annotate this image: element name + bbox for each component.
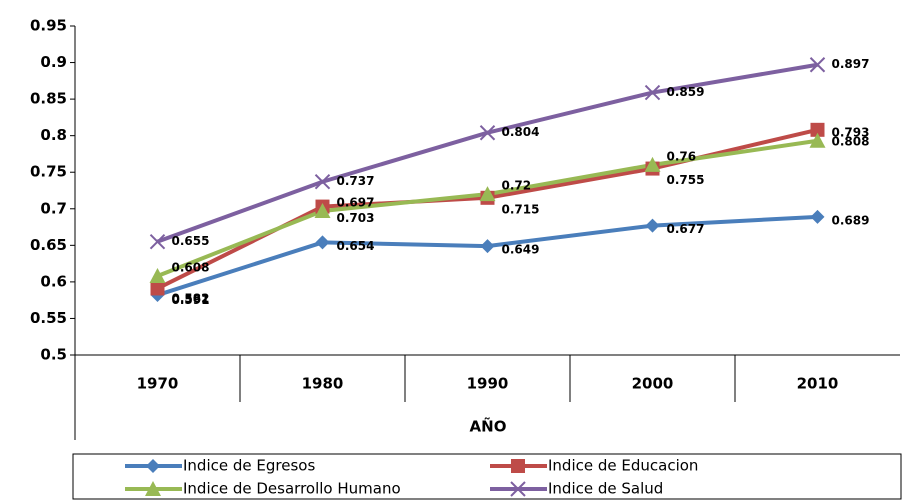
y-tick-label: 0.55 [30, 309, 67, 327]
legend-label: Indice de Salud [548, 480, 663, 498]
y-tick-label: 0.75 [30, 163, 67, 181]
point [480, 239, 495, 254]
x-tick-label: 1970 [137, 375, 179, 393]
y-tick-label: 0.8 [40, 126, 67, 144]
data-label: 0.793 [832, 125, 870, 139]
point [479, 125, 496, 141]
point [146, 459, 160, 473]
legend-label: Indice de Egresos [183, 457, 315, 475]
data-label: 0.808 [832, 134, 870, 148]
point [510, 481, 526, 497]
point [479, 186, 496, 202]
data-label: 0.582 [172, 292, 210, 306]
data-label: 0.859 [667, 85, 705, 99]
point [645, 218, 660, 233]
data-label: 0.591 [172, 293, 210, 307]
series-line [156, 214, 818, 297]
data-label: 0.697 [337, 195, 375, 209]
data-label: 0.677 [667, 222, 705, 236]
x-tick-label: 2000 [632, 375, 674, 393]
y-tick-label: 0.5 [40, 346, 67, 364]
data-label: 0.76 [667, 149, 697, 163]
point [314, 202, 331, 218]
data-label: 0.897 [832, 57, 870, 71]
data-label: 0.737 [337, 174, 375, 188]
data-label: 0.649 [502, 243, 540, 257]
y-tick-label: 0.85 [30, 90, 67, 108]
data-label: 0.72 [502, 179, 532, 193]
data-label: 0.703 [337, 211, 375, 225]
x-axis-title: AÑO [470, 417, 507, 436]
data-label: 0.655 [172, 234, 210, 248]
data-label: 0.689 [832, 213, 870, 227]
legend-label: Indice de Desarrollo Humano [183, 480, 401, 498]
x-tick-label: 2010 [797, 375, 839, 393]
data-label: 0.804 [502, 125, 540, 139]
legend-label: Indice de Educacion [548, 457, 698, 475]
point [315, 235, 330, 250]
series-line [156, 138, 818, 278]
point [809, 57, 826, 73]
data-label: 0.654 [337, 239, 375, 253]
data-label: 0.608 [172, 261, 210, 275]
point [644, 156, 661, 172]
point [314, 174, 331, 190]
point [149, 268, 166, 284]
point [809, 132, 826, 148]
point [644, 84, 661, 101]
data-label: 0.755 [667, 173, 705, 187]
y-tick-label: 0.9 [40, 53, 67, 71]
point [145, 481, 161, 496]
y-tick-label: 0.95 [30, 17, 67, 35]
point [810, 209, 825, 224]
y-tick-label: 0.6 [40, 272, 67, 290]
data-label: 0.715 [502, 202, 540, 216]
point [150, 281, 165, 296]
point [511, 459, 525, 473]
y-tick-label: 0.7 [40, 199, 67, 217]
legend-box [72, 453, 902, 500]
x-tick-label: 1990 [467, 375, 509, 393]
x-tick-label: 1980 [302, 375, 344, 393]
point [149, 233, 166, 250]
point [810, 122, 825, 137]
y-tick-label: 0.65 [30, 236, 67, 254]
